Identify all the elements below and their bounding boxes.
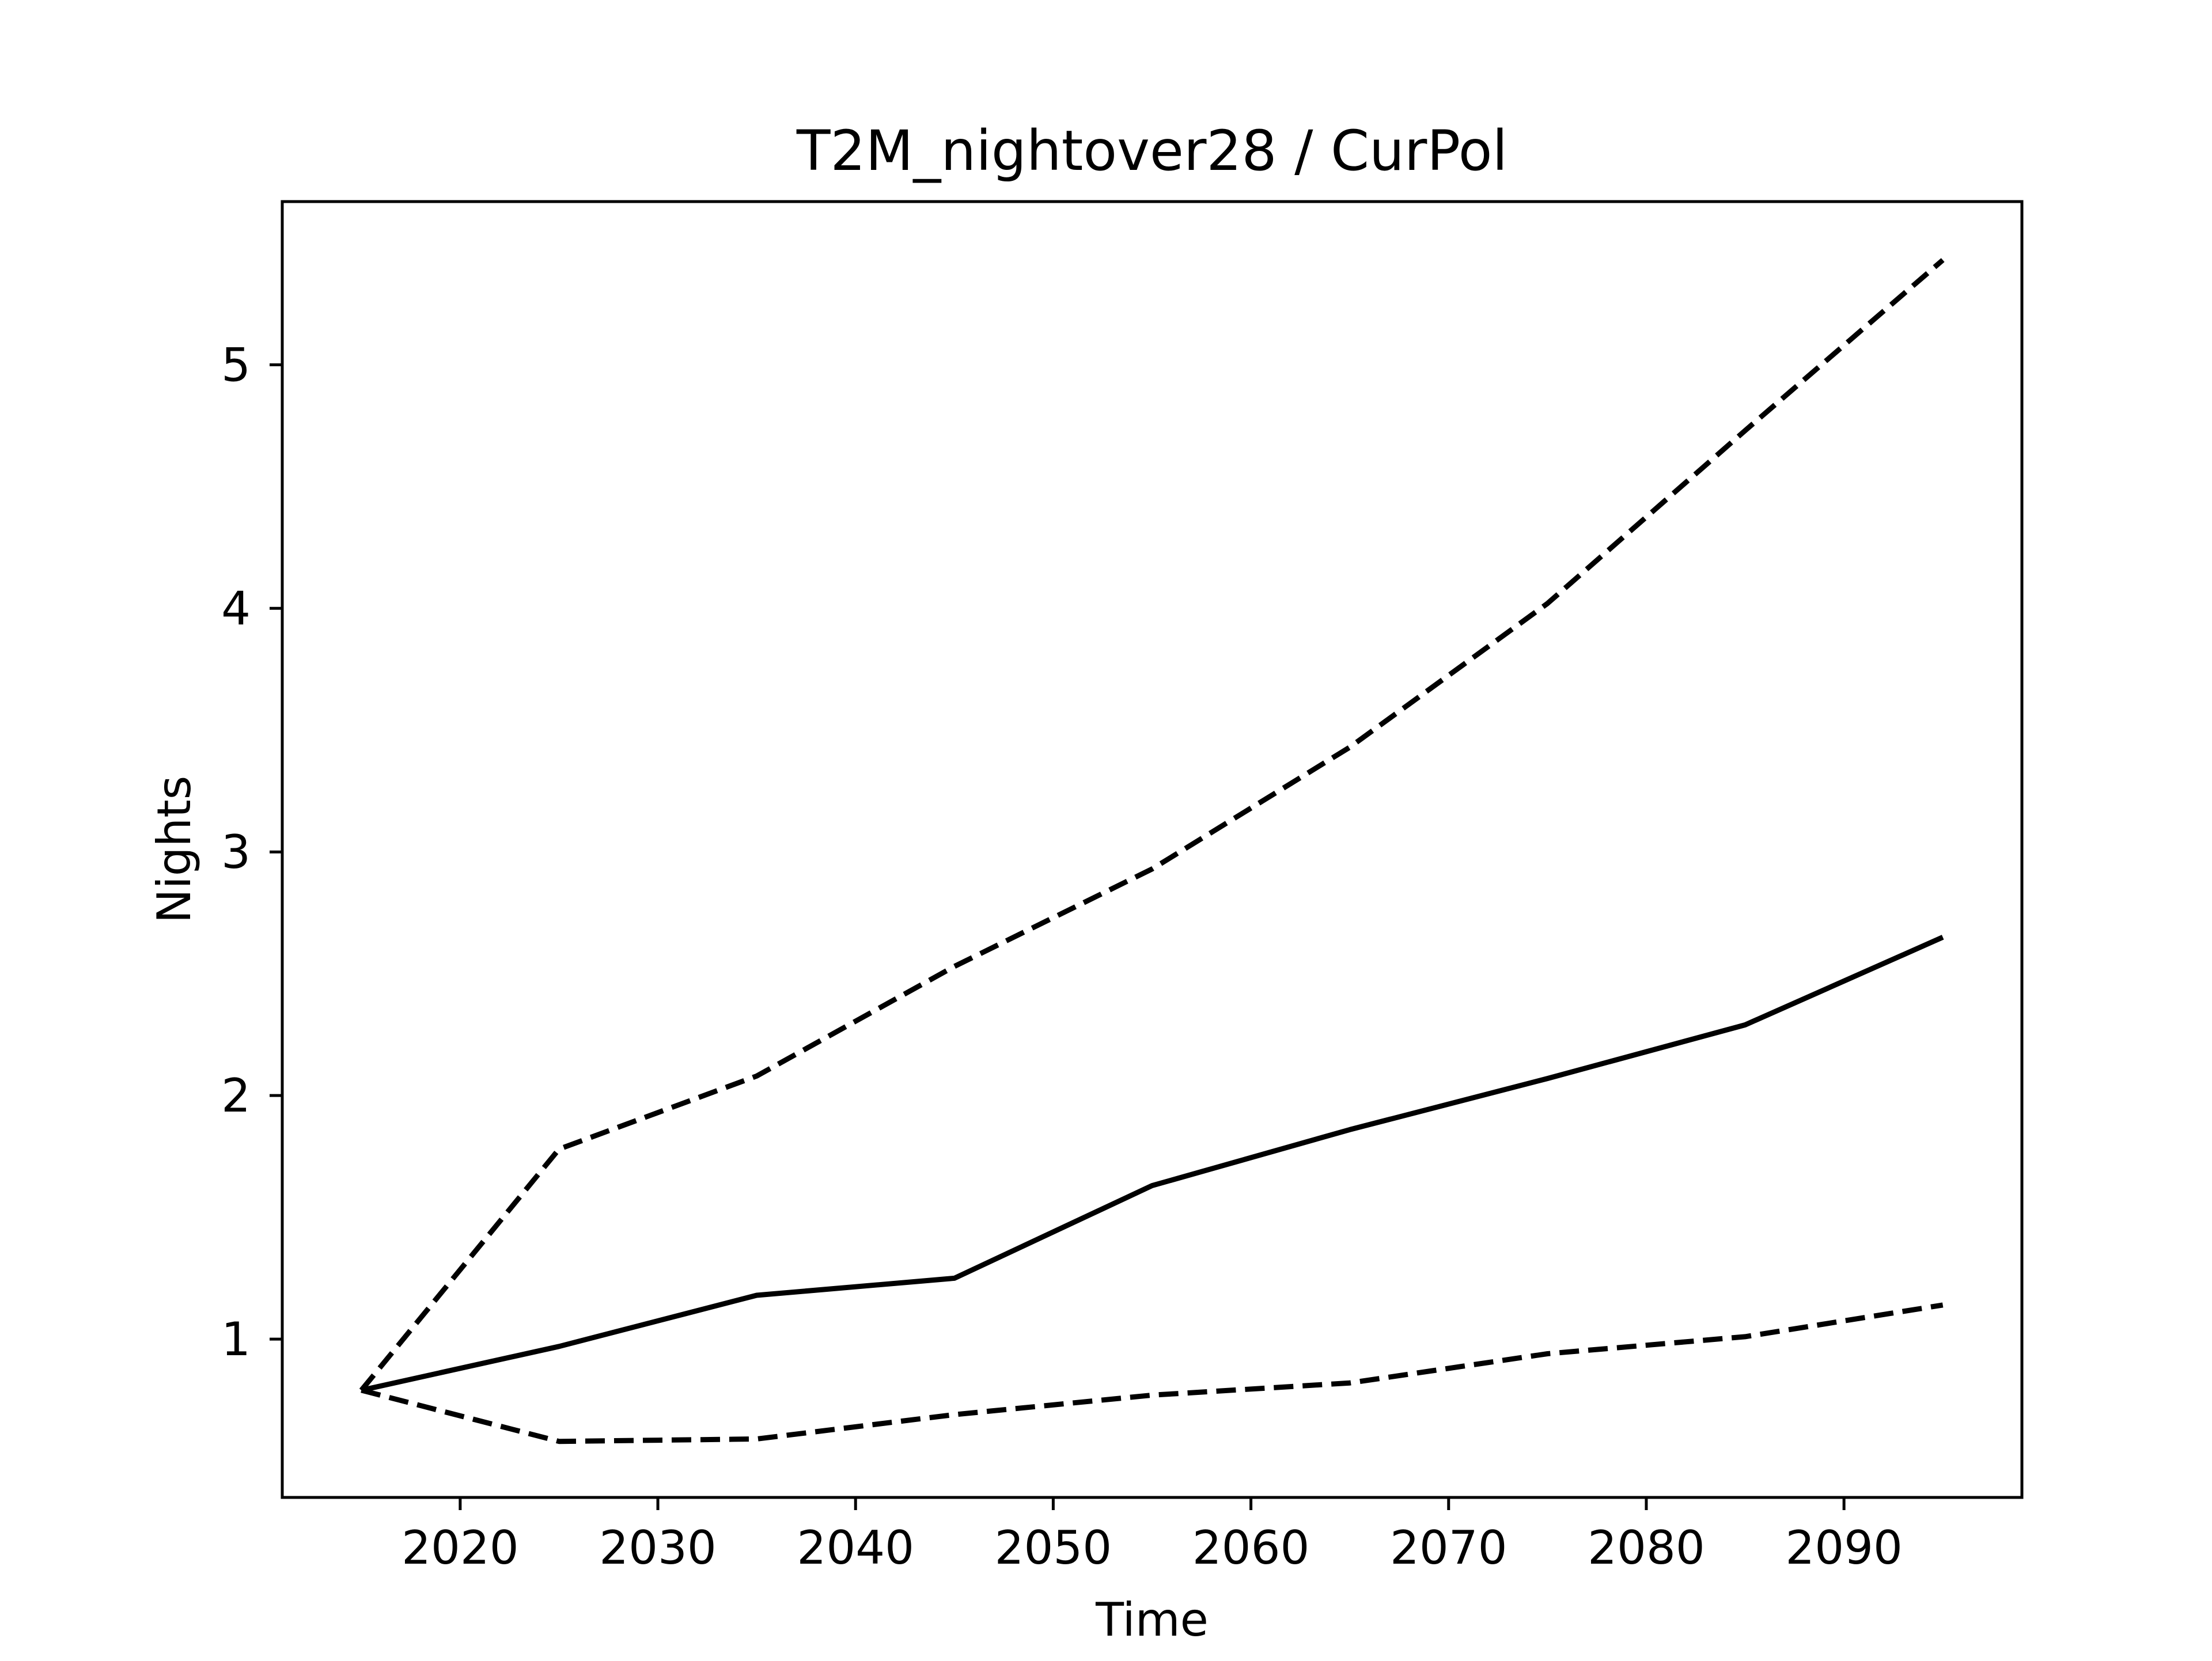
y-axis: 1 2 3 4 5: [221, 338, 282, 1366]
x-tick-label: 2030: [599, 1521, 717, 1575]
x-tick-label: 2040: [797, 1521, 914, 1575]
series-line-2: [361, 935, 1944, 1393]
x-axis-label: Time: [1095, 1593, 1209, 1647]
x-tick-label: 2060: [1192, 1521, 1310, 1575]
x-tick-label: 2070: [1390, 1521, 1508, 1575]
series-line-1: [359, 258, 1945, 1392]
x-axis: 2020 2030 2040 2050 2060 2070 2080 2090: [402, 1497, 1903, 1575]
x-tick-label: 2090: [1785, 1521, 1903, 1575]
y-axis-label: Nights: [147, 776, 201, 924]
y-tick-label: 3: [221, 825, 251, 879]
y-tick-label: 5: [221, 338, 251, 392]
y-tick-label: 2: [221, 1069, 251, 1122]
x-tick-label: 2050: [995, 1521, 1112, 1575]
x-tick-label: 2020: [402, 1521, 519, 1575]
x-tick-label: 2080: [1588, 1521, 1705, 1575]
plot-area: [359, 258, 1945, 1444]
y-tick-label: 4: [221, 582, 251, 635]
series-line-3: [361, 1302, 1944, 1444]
chart-title: T2M_nightover28 / CurPol: [796, 119, 1508, 183]
y-tick-label: 1: [221, 1313, 251, 1366]
axes-frame: [281, 200, 2024, 1499]
